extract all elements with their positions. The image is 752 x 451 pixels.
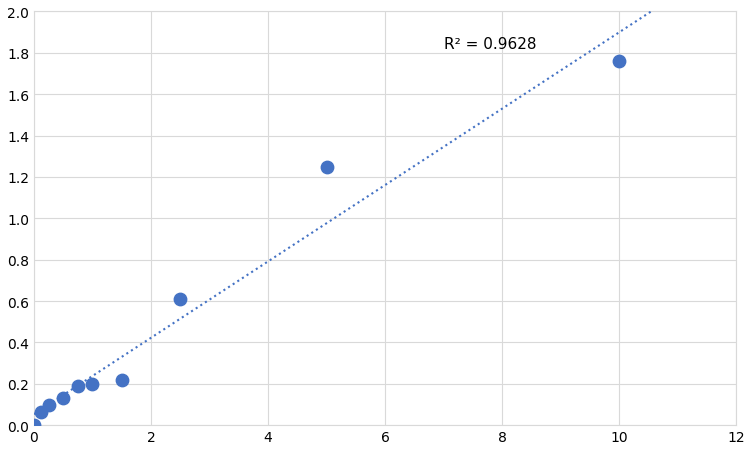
Point [613,58,625,65]
Point [43,401,55,408]
Point [320,164,332,171]
Text: R² = 0.9628: R² = 0.9628 [444,37,536,52]
Point [174,296,186,303]
Point [71,382,83,390]
Point [28,422,40,429]
Point [35,408,47,415]
Point [116,376,128,383]
Point [57,395,69,402]
Point [86,380,99,387]
